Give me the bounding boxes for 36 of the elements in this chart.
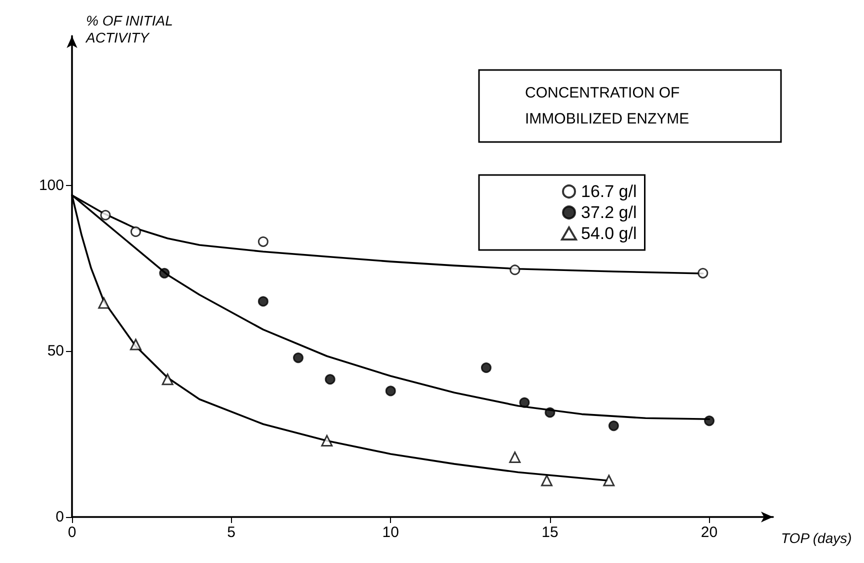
point	[324, 374, 336, 385]
legend-title: CONCENTRATION OF IMMOBILIZED ENZYME	[525, 84, 690, 128]
point	[608, 420, 619, 432]
point	[698, 268, 708, 278]
point	[519, 397, 530, 408]
x-axis-title: TOP (days)	[781, 530, 852, 546]
point	[385, 386, 396, 396]
y-tick-label: 50	[47, 342, 64, 360]
point	[258, 296, 268, 307]
point	[130, 338, 142, 350]
point	[98, 297, 110, 309]
y-tick-label: 0	[56, 508, 64, 526]
x-tick-label: 5	[227, 524, 236, 541]
point	[159, 268, 170, 278]
point	[509, 452, 521, 464]
point	[321, 434, 333, 446]
point	[510, 264, 520, 276]
point	[162, 374, 174, 386]
legend-label: 16.7 g/l	[581, 182, 637, 201]
y-axis-title: % OF INITIAL ACTIVITY	[85, 12, 177, 46]
point	[603, 474, 615, 486]
x-tick-label: 10	[382, 524, 399, 541]
point	[541, 474, 553, 486]
legend-label: 37.2 g/l	[581, 203, 637, 222]
x-tick-label: 0	[68, 524, 76, 541]
point	[480, 362, 492, 373]
point	[544, 407, 556, 418]
y-tick-label: 100	[38, 176, 64, 194]
x-tick-label: 15	[542, 524, 558, 541]
point	[704, 416, 715, 426]
point	[258, 236, 268, 247]
point	[130, 226, 141, 237]
x-tick-label: 20	[700, 524, 718, 541]
point	[292, 352, 304, 364]
point	[100, 210, 111, 220]
legend-label: 54.0 g/l	[581, 224, 637, 243]
